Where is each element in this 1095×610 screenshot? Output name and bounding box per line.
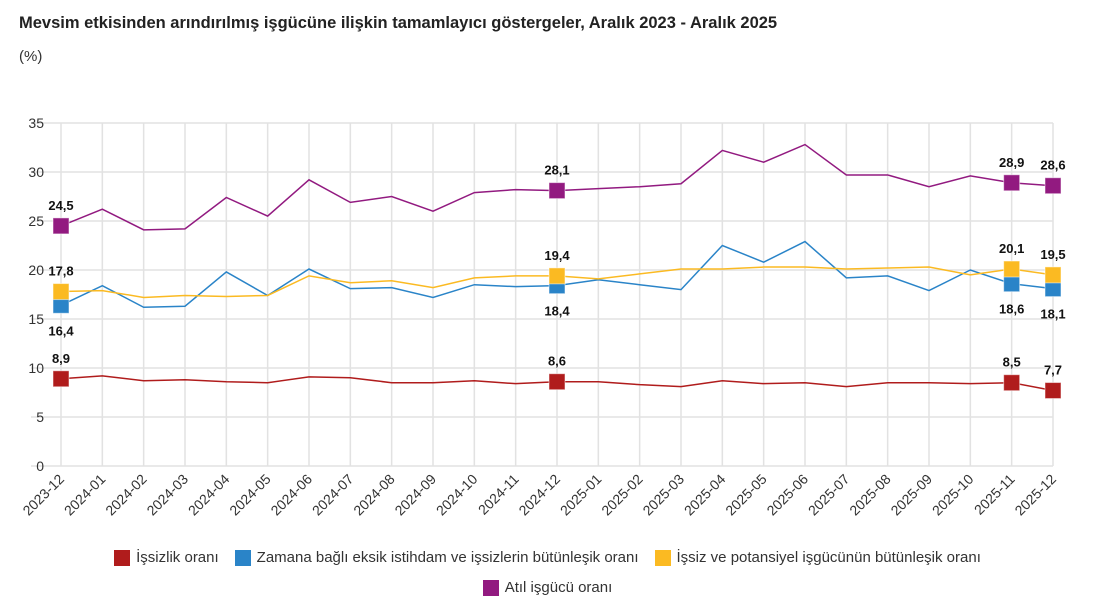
x-tick-label: 2024-05	[226, 471, 274, 519]
data-point-marker	[52, 217, 70, 235]
x-tick-label: 2025-05	[722, 471, 770, 519]
data-point-marker	[1003, 275, 1021, 293]
y-tick-label: 15	[28, 311, 44, 327]
legend-item[interactable]: Atıl işgücü oranı	[482, 579, 613, 596]
y-tick-label: 5	[36, 409, 44, 425]
x-tick-label: 2024-01	[61, 471, 109, 519]
y-tick-label: 35	[28, 115, 44, 131]
data-label: 20,1	[999, 241, 1024, 256]
legend-item[interactable]: İşsiz ve potansiyel işgücünün bütünleşik…	[654, 549, 981, 566]
data-label: 28,6	[1040, 158, 1065, 173]
x-tick-label: 2025-12	[1011, 471, 1059, 519]
data-label: 18,1	[1040, 307, 1065, 322]
data-label: 18,6	[999, 302, 1024, 317]
data-label: 17,8	[48, 264, 73, 279]
data-label: 7,7	[1044, 363, 1062, 378]
x-tick-label: 2025-06	[763, 471, 811, 519]
x-tick-label: 2024-04	[185, 471, 233, 519]
data-point-marker	[1003, 260, 1021, 278]
x-tick-label: 2024-12	[515, 471, 563, 519]
data-point-marker	[1003, 374, 1021, 392]
x-tick-label: 2025-07	[805, 471, 853, 519]
data-label: 28,1	[544, 163, 569, 178]
x-tick-label: 2024-02	[102, 471, 150, 519]
y-tick-label: 10	[28, 360, 44, 376]
y-tick-label: 25	[28, 213, 44, 229]
data-label: 16,4	[48, 323, 74, 338]
data-label: 24,5	[48, 198, 73, 213]
data-label: 18,4	[544, 304, 570, 319]
x-tick-label: 2024-07	[309, 471, 357, 519]
x-tick-label: 2024-06	[267, 471, 315, 519]
legend-label: Zamana bağlı eksik istihdam ve işsizleri…	[256, 549, 639, 566]
legend-swatch	[114, 549, 131, 566]
x-tick-label: 2023-12	[19, 471, 67, 519]
legend-label: Atıl işgücü oranı	[504, 579, 613, 596]
x-tick-label: 2025-02	[598, 471, 646, 519]
x-tick-label: 2025-11	[971, 471, 1018, 518]
legend-swatch	[654, 549, 671, 566]
data-label: 28,9	[999, 155, 1024, 170]
data-point-marker	[1044, 382, 1062, 400]
x-tick-label: 2025-04	[681, 471, 729, 519]
legend-label: İşsiz ve potansiyel işgücünün bütünleşik…	[676, 549, 981, 566]
x-tick-label: 2025-08	[846, 471, 894, 519]
x-tick-label: 2025-03	[639, 471, 687, 519]
x-tick-label: 2024-11	[475, 471, 522, 518]
x-tick-label: 2024-03	[143, 471, 191, 519]
legend-row-2: Atıl işgücü oranı	[0, 579, 1095, 596]
x-tick-label: 2024-10	[433, 471, 481, 519]
data-point-marker	[548, 182, 566, 200]
legend-label: İşsizlik oranı	[136, 549, 219, 566]
x-tick-label: 2025-10	[929, 471, 977, 519]
data-label: 19,4	[544, 248, 570, 263]
data-label: 8,6	[548, 354, 566, 369]
x-tick-label: 2025-01	[557, 471, 605, 519]
data-label: 19,5	[1040, 247, 1065, 262]
data-point-marker	[1044, 266, 1062, 284]
unit-label: (%)	[19, 48, 43, 65]
legend-swatch	[234, 549, 251, 566]
data-point-marker	[548, 267, 566, 285]
y-tick-label: 20	[28, 262, 44, 278]
x-tick-label: 2024-09	[391, 471, 439, 519]
legend-swatch	[482, 579, 499, 596]
x-tick-label: 2025-09	[887, 471, 935, 519]
legend-item[interactable]: Zamana bağlı eksik istihdam ve işsizleri…	[234, 549, 639, 566]
data-label: 8,5	[1003, 355, 1021, 370]
legend-row-1: İşsizlik oranı Zamana bağlı eksik istihd…	[0, 549, 1095, 566]
data-point-marker	[52, 283, 70, 301]
data-label: 8,9	[52, 351, 70, 366]
x-tick-label: 2024-08	[350, 471, 398, 519]
legend-item[interactable]: İşsizlik oranı	[114, 549, 219, 566]
data-point-marker	[1003, 174, 1021, 192]
data-point-marker	[52, 370, 70, 388]
chart-title: Mevsim etkisinden arındırılmış işgücüne …	[19, 14, 778, 32]
data-point-marker	[548, 373, 566, 391]
y-tick-label: 30	[28, 164, 44, 180]
data-point-marker	[1044, 177, 1062, 195]
y-tick-label: 0	[36, 458, 44, 474]
